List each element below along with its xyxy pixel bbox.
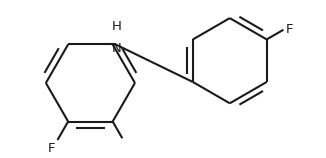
Text: N: N xyxy=(112,43,121,55)
Text: F: F xyxy=(48,142,55,155)
Text: H: H xyxy=(111,20,122,33)
Text: F: F xyxy=(285,23,293,36)
